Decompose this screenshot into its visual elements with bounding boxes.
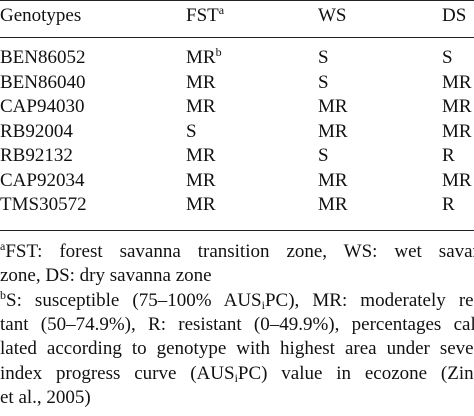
header-cell-text: DS	[442, 5, 467, 26]
subscript: i	[261, 297, 265, 312]
footnote-content: tant (50–74.9%), R: resistant (0–49.9%),…	[0, 314, 474, 336]
table-cell-text: CAP94030	[0, 96, 85, 117]
table-cell-text: RB92004	[0, 120, 73, 142]
table-cell: BEN86052	[0, 47, 86, 69]
header-cell-text: FST	[186, 5, 219, 26]
table-cell-text: MR	[318, 120, 348, 142]
table-cell: MR	[186, 72, 216, 94]
footnote-line: bS: susceptible (75–100% AUSiPC), MR: mo…	[0, 287, 474, 312]
table-cell-text: MR	[442, 71, 472, 93]
table-cell: MR	[318, 170, 348, 192]
table-cell: MR	[186, 145, 216, 167]
table-cell: MR	[318, 194, 348, 216]
footnote-line: lated according to genotype with highest…	[0, 338, 474, 360]
table-cell-text: MR	[186, 71, 216, 93]
table-cell-text: CAP92034	[0, 169, 85, 191]
bottom-rule	[0, 230, 474, 231]
footnote-content: index progress curve (AUSiPC) value in e…	[0, 363, 474, 385]
table-cell: S	[318, 145, 329, 167]
footnote-marker: a	[0, 239, 6, 253]
table-cell-text: MR	[318, 169, 348, 191]
table-cell: MR	[442, 96, 472, 118]
table-cell: MR	[442, 72, 472, 94]
table-cell-text: MR	[186, 194, 216, 215]
table-cell: CAP94030	[0, 96, 84, 118]
table-cell-text: MR	[442, 169, 472, 191]
footnote-content: zone, DS: dry savanna zone	[0, 265, 212, 286]
footnote-line: index progress curve (AUSiPC) value in e…	[0, 363, 474, 385]
table-cell: TMS30572	[0, 194, 87, 216]
table-cell: MR	[442, 170, 472, 192]
table-cell: CAP92034	[0, 170, 84, 192]
table-cell-text: BEN86040	[0, 71, 86, 93]
table-cell: MR	[318, 121, 348, 143]
footnote-line: zone, DS: dry savanna zone	[0, 265, 212, 287]
table-cell: S	[442, 47, 453, 69]
table-cell: MR	[186, 194, 216, 216]
table-cell-text: MR	[442, 96, 472, 117]
footnote-line: tant (50–74.9%), R: resistant (0–49.9%),…	[0, 314, 474, 336]
header-cell: Genotypes	[0, 5, 81, 27]
table-cell-text: S	[318, 145, 329, 166]
table-cell: S	[186, 121, 197, 143]
footnote-content: et al., 2005)	[0, 387, 91, 408]
table-cell: S	[318, 47, 329, 69]
header-cell-text: WS	[318, 5, 347, 26]
header-cell: FSTa	[186, 3, 225, 27]
superscript: a	[218, 3, 225, 17]
subscript: i	[234, 370, 238, 385]
table-cell-text: MR	[318, 96, 348, 117]
header-cell: WS	[318, 5, 347, 27]
table-cell-text: MR	[318, 194, 348, 215]
table-cell-text: RB92132	[0, 145, 73, 166]
footnote-text: FST: forest savanna transition zone, WS:…	[5, 241, 474, 262]
table-cell-text: MR	[186, 96, 216, 117]
table-cell-text: S	[318, 71, 329, 93]
table-cell-text: S	[442, 47, 453, 68]
top-rule	[0, 0, 474, 1]
table-cell: R	[442, 194, 455, 216]
table-cell: S	[318, 72, 329, 94]
footnote-marker: b	[0, 287, 6, 302]
header-cell-text: Genotypes	[0, 5, 82, 26]
table-cell: BEN86040	[0, 72, 86, 94]
table-cell-text: MR	[442, 120, 472, 142]
footnote-line: aFST: forest savanna transition zone, WS…	[0, 239, 474, 263]
header-cell: DS	[442, 5, 466, 27]
table-cell-text: MR	[186, 169, 216, 191]
footnote-text: et al., 2005)	[0, 386, 91, 408]
table-cell-text: MR	[186, 47, 216, 68]
footnote-content: aFST: forest savanna transition zone, WS…	[0, 239, 474, 263]
header-rule	[0, 37, 474, 38]
table-cell-text: S	[186, 120, 197, 142]
table-cell: RB92004	[0, 121, 73, 143]
footnote-content: bS: susceptible (75–100% AUSiPC), MR: mo…	[0, 287, 474, 312]
table-cell-text: S	[318, 47, 329, 68]
table-cell: MR	[186, 170, 216, 192]
table-cell: MRb	[186, 45, 222, 69]
footnote-text: zone, DS: dry savanna zone	[0, 265, 212, 287]
table-cell-text: MR	[186, 145, 216, 166]
footnote-text: PC), MR: moderately resis-	[264, 289, 474, 311]
table-cell-text: BEN86052	[0, 47, 86, 68]
footnote-text: index progress curve (AUS	[0, 362, 235, 384]
table-cell: MR	[186, 96, 216, 118]
superscript: b	[215, 45, 222, 59]
table-cell: MR	[318, 96, 348, 118]
table-cell-text: R	[442, 194, 455, 215]
footnote-text: PC) value in ecozone (Zinsou	[237, 362, 474, 384]
table-cell: MR	[442, 121, 472, 143]
footnote-content: lated according to genotype with highest…	[0, 338, 474, 360]
table-cell-text: R	[442, 145, 455, 166]
table-cell: R	[442, 145, 455, 167]
footnote-line: et al., 2005)	[0, 387, 91, 409]
table-cell-text: TMS30572	[0, 194, 87, 215]
footnote-text: tant (50–74.9%), R: resistant (0–49.9%),…	[0, 313, 474, 335]
table-cell: RB92132	[0, 145, 73, 167]
footnote-text: lated according to genotype with highest…	[0, 338, 474, 360]
footnote-text: S: susceptible (75–100% AUS	[6, 289, 262, 311]
